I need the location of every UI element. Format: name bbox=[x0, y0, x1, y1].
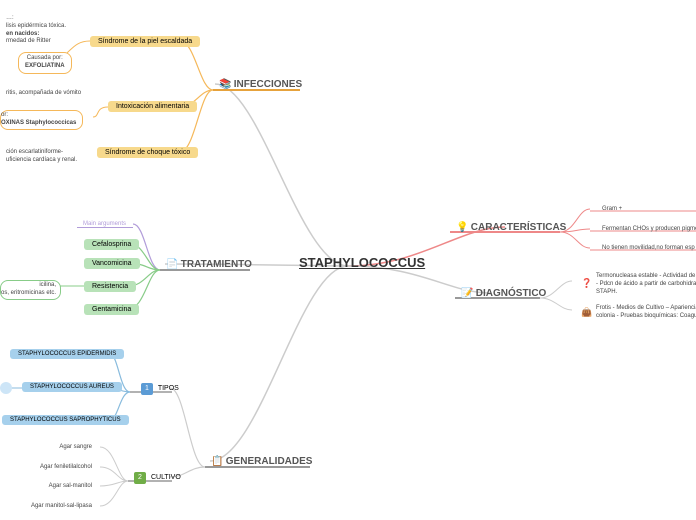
diag-q-text: Termonucleasa estable - Actividad de l -… bbox=[590, 271, 696, 298]
branch-diagnostico: 📝 DIAGNÓSTICO bbox=[455, 286, 552, 301]
doc-icon: 📄 bbox=[166, 259, 178, 270]
node-agar1: Agar sangre bbox=[50, 442, 98, 454]
branch-cultivo: 2 CULTIVO bbox=[128, 470, 187, 486]
branch-label: CARACTERÍSTICAS bbox=[471, 222, 567, 233]
notes-alim1: ritis, acompañada de vómito bbox=[0, 88, 87, 100]
circle-aureus bbox=[0, 382, 12, 394]
notes-piel-box: Causada por: EXFOLIATINA bbox=[18, 52, 72, 74]
node-sapro: STAPHYLOCOCCUS SAPROPHYTICUS bbox=[2, 415, 129, 425]
branch-label: GENERALIDADES bbox=[226, 456, 313, 467]
bulb-icon: 💡 bbox=[456, 222, 468, 233]
notes-alim-box: or: OXINAS Staphylococcicas bbox=[0, 110, 83, 130]
node-mov: No tienen movilidad,no forman esp bbox=[596, 243, 696, 255]
node-cefalo: Cefalosprina bbox=[84, 239, 139, 250]
node-agar2: Agar feniletilalcohol bbox=[30, 462, 98, 474]
node-aureus: STAPHYLOCOCCUS AUREUS bbox=[22, 382, 122, 392]
node-gram: Gram + bbox=[596, 204, 628, 216]
pencil-icon: 📝 bbox=[461, 288, 473, 299]
badge-2: 2 bbox=[134, 472, 146, 484]
clipboard-icon: 📋 bbox=[211, 456, 223, 467]
node-agar3: Agar sal-manitol bbox=[40, 481, 98, 493]
node-choque: Síndrome de choque tóxico bbox=[97, 147, 198, 158]
branch-tipos: 1 TIPOS bbox=[135, 381, 185, 397]
notes-resist: icilina, os, eritromicinas etc. bbox=[0, 280, 61, 300]
branch-tratamiento: 📄 TRATAMIENTO bbox=[160, 257, 258, 272]
branch-label: TRATAMIENTO bbox=[181, 259, 252, 270]
node-genta: Gentamicina bbox=[84, 304, 139, 315]
branch-generalidades: 📋 GENERALIDADES bbox=[205, 454, 318, 469]
diag-f-text: Frotis - Medios de Cultivo – Apariencia … bbox=[590, 303, 696, 323]
book-icon: 📚 bbox=[219, 79, 231, 90]
notes-piel: …: lisis epidérmica tóxica. en nacidos: … bbox=[0, 13, 72, 48]
branch-label: INFECCIONES bbox=[234, 79, 302, 90]
branch-label: DIAGNÓSTICO bbox=[476, 288, 547, 299]
root-node: STAPHYLOCOCCUS bbox=[293, 253, 431, 272]
branch-label: CULTIVO bbox=[151, 474, 181, 481]
node-intox-alim: Intoxicación alimentaria bbox=[108, 101, 197, 112]
node-vanco: Vancomicina bbox=[84, 258, 140, 269]
node-resist: Resistencia bbox=[84, 281, 136, 292]
node-piel-escaldada: Síndrome de la piel escaldada bbox=[90, 36, 200, 47]
notes-choque: ción escarlatiniforme- uficiencia cardía… bbox=[0, 147, 83, 167]
node-epidermidis: STAPHYLOCOCCUS EPIDERMIDIS bbox=[10, 349, 124, 359]
badge-1: 1 bbox=[141, 383, 153, 395]
branch-infecciones: 📚 INFECCIONES bbox=[213, 77, 308, 92]
branch-label: TIPOS bbox=[158, 385, 179, 392]
node-ferm: Fermentan CHOs y producen pigme bbox=[596, 224, 696, 236]
node-agar4: Agar manitol-sal-lipasa bbox=[20, 501, 98, 513]
branch-caracteristicas: 💡 CARACTERÍSTICAS bbox=[450, 220, 572, 235]
